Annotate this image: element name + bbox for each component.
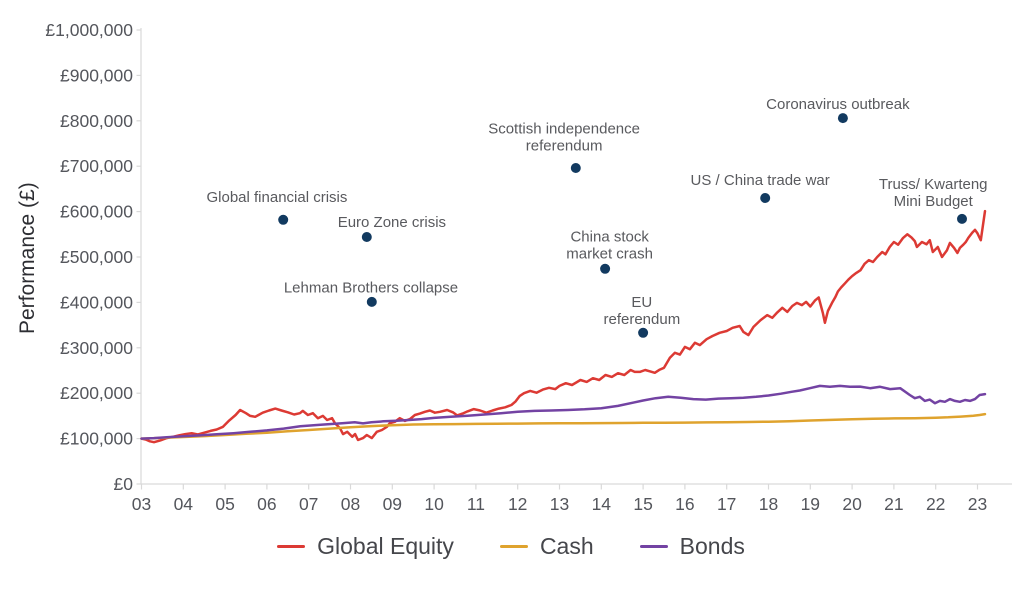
x-tick-label: 13: [550, 494, 569, 514]
annotation-label: Lehman Brothers collapse: [284, 280, 458, 297]
annotation-label: US / China trade war: [691, 172, 830, 189]
annotation-label: Euro Zone crisis: [338, 214, 446, 231]
annotation-dot: [837, 113, 848, 124]
annotation-dot: [638, 327, 649, 338]
y-tick-label: £800,000: [60, 111, 133, 131]
annotation-dot: [361, 232, 372, 242]
x-tick-label: 23: [968, 494, 987, 514]
x-tick-label: 08: [341, 494, 360, 514]
x-tick-label: 17: [717, 494, 736, 514]
annotation-dot: [366, 296, 377, 307]
y-tick-label: £1,000,000: [45, 20, 133, 40]
annotation-label: China stock market crash: [566, 228, 653, 262]
annotation-label: Global financial crisis: [206, 189, 347, 206]
x-tick-label: 20: [842, 494, 862, 514]
x-tick-label: 12: [508, 494, 527, 514]
x-tick-label: 10: [424, 494, 444, 514]
series-cash: [140, 412, 987, 440]
x-tick-label: 21: [884, 494, 903, 514]
x-tick-label: 03: [132, 494, 151, 514]
y-tick-label: £300,000: [60, 338, 133, 358]
x-tick-label: 04: [174, 494, 194, 514]
annotation-dot: [600, 263, 611, 274]
x-tick-label: 05: [215, 494, 234, 514]
annotation-dot: [957, 213, 967, 224]
annotation-dot: [278, 214, 289, 225]
annotation-label: EU referendum: [603, 294, 680, 328]
legend-swatch-cash: [499, 545, 528, 548]
annotation-truss-kwarteng-mini-budget: Truss/ Kwarteng Mini Budget: [879, 176, 988, 224]
annotation-coronavirus-outbreak: Coronavirus outbreak: [766, 96, 910, 124]
y-tick-label: £200,000: [60, 383, 133, 403]
legend-label-bonds: Bonds: [679, 533, 745, 559]
annotation-us-china-trade-war: US / China trade war: [691, 172, 830, 203]
legend-label-global-equity: Global Equity: [317, 533, 454, 559]
x-tick-label: 07: [299, 494, 318, 514]
series-global-equity: [140, 209, 987, 444]
series-bonds: [140, 384, 987, 440]
legend-item-cash: Cash: [499, 533, 594, 560]
annotation-label: Truss/ Kwarteng Mini Budget: [879, 176, 988, 210]
legend-label-cash: Cash: [539, 533, 594, 559]
annotation-dot: [760, 193, 771, 203]
legend-item-global-equity: Global Equity: [277, 533, 454, 560]
chart-legend: Global Equity Cash Bonds: [0, 533, 1022, 560]
annotation-china-stock-market-crash: China stock market crash: [566, 228, 653, 274]
x-tick-label: 09: [383, 494, 402, 514]
x-tick-label: 15: [633, 494, 652, 514]
x-tick-label: 14: [592, 494, 612, 514]
legend-swatch-global-equity: [277, 545, 306, 548]
x-tick-label: 16: [675, 494, 694, 514]
y-tick-label: £0: [114, 474, 134, 494]
annotation-label: Coronavirus outbreak: [766, 96, 910, 113]
annotation-dot: [570, 163, 581, 173]
annotation-euro-zone-crisis: Euro Zone crisis: [338, 214, 446, 242]
x-tick-label: 19: [801, 494, 820, 514]
annotation-scottish-independence-referendum: Scottish independence referendum: [488, 121, 640, 173]
y-tick-label: £900,000: [60, 65, 133, 85]
x-tick-label: 22: [926, 494, 945, 514]
legend-swatch-bonds: [639, 545, 668, 548]
annotation-label: Scottish independence referendum: [488, 121, 640, 155]
y-tick-label: £500,000: [60, 247, 133, 267]
x-tick-label: 06: [257, 494, 276, 514]
annotation-global-financial-crisis: Global financial crisis: [206, 189, 347, 225]
y-tick-label: £100,000: [60, 429, 133, 449]
x-tick-label: 11: [467, 494, 485, 514]
annotation-lehman-brothers-collapse: Lehman Brothers collapse: [284, 280, 458, 307]
annotation-eu-referendum: EU referendum: [603, 294, 680, 338]
axes: £0 £100,000 £200,000 £300,000 £400,000 £500,0…: [45, 20, 1012, 514]
y-tick-label: £700,000: [60, 156, 133, 176]
x-tick-label: 18: [759, 494, 778, 514]
y-tick-label: £600,000: [60, 202, 133, 222]
legend-item-bonds: Bonds: [639, 533, 745, 560]
y-tick-label: £400,000: [60, 292, 133, 312]
